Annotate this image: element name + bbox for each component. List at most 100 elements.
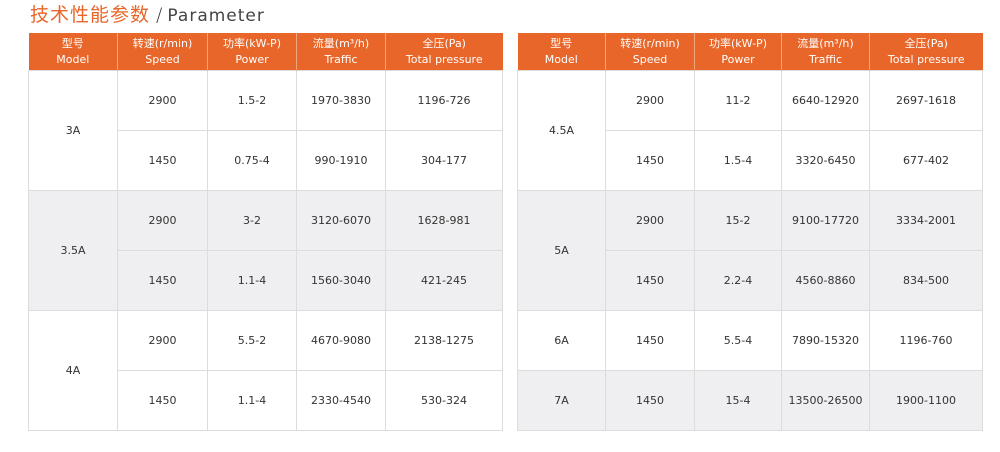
table-row: 4A 2900 5.5-2 4670-9080 2138-1275: [28, 310, 503, 431]
title-en: Parameter: [167, 6, 265, 26]
power-cell: 1.1-4: [207, 250, 297, 311]
model-cell: 3.5A: [28, 190, 118, 311]
power-cell: 1.1-4: [207, 370, 297, 431]
power-cell: 15-4: [694, 370, 782, 431]
header-cn: 功率(kW-P): [709, 36, 767, 50]
speed-cell: 1450: [605, 250, 695, 311]
speed-cell: 2900: [117, 70, 208, 131]
header-en: Total pressure: [887, 52, 965, 66]
power-cell: 3-2: [207, 190, 297, 251]
power-cell: 0.75-4: [207, 130, 297, 191]
speed-cell: 1450: [605, 370, 695, 431]
power-cell: 15-2: [694, 190, 782, 251]
header-cn: 转速(r/min): [620, 36, 680, 50]
pressure-cell: 304-177: [385, 130, 503, 191]
header-cn: 转速(r/min): [132, 36, 193, 50]
column-header: 功率(kW-P) Power: [207, 33, 297, 71]
traffic-cell: 6640-12920: [781, 70, 870, 131]
model-cell: 3A: [28, 70, 118, 191]
header-en: Model: [544, 52, 578, 66]
speed-cell: 1450: [117, 130, 208, 191]
pressure-cell: 1196-760: [869, 310, 983, 371]
pressure-cell: 1196-726: [385, 70, 503, 131]
column-header: 转速(r/min) Speed: [605, 33, 695, 71]
pressure-cell: 677-402: [869, 130, 983, 191]
pressure-cell: 2138-1275: [385, 310, 503, 371]
column-header: 流量(m³/h) Traffic: [781, 33, 870, 71]
power-cell: 5.5-4: [694, 310, 782, 371]
speed-cell: 1450: [117, 370, 208, 431]
model-cell: 4A: [28, 310, 118, 431]
column-header: 全压(Pa) Total pressure: [869, 33, 983, 71]
table-row: 3.5A 2900 3-2 3120-6070 1628-981: [28, 190, 503, 311]
traffic-cell: 4560-8860: [781, 250, 870, 311]
header-cn: 全压(Pa): [904, 36, 948, 50]
traffic-cell: 990-1910: [296, 130, 386, 191]
table-row: 1450 0.75-4 990-1910 304-177: [29, 130, 503, 191]
table-row: 5A 2900 15-2 9100-17720 3334-2001: [517, 190, 983, 311]
page-title: 技术性能参数 / Parameter: [30, 0, 265, 27]
header-cn: 流量(m³/h): [797, 36, 854, 50]
model-cell: 4.5A: [517, 70, 606, 191]
parameter-table-left: 型号 Model 转速(r/min) Speed 功率(kW-P) Power 流量(m³/…: [28, 33, 503, 431]
model-cell: 5A: [517, 190, 606, 311]
traffic-cell: 3320-6450: [781, 130, 870, 191]
header-cn: 流量(m³/h): [312, 36, 370, 50]
traffic-cell: 2330-4540: [296, 370, 386, 431]
header-cn: 全压(Pa): [422, 36, 466, 50]
power-cell: 5.5-2: [207, 310, 297, 371]
model-cell: 7A: [517, 370, 606, 431]
column-header: 型号 Model: [28, 33, 118, 71]
speed-cell: 2900: [605, 190, 695, 251]
power-cell: 1.5-2: [207, 70, 297, 131]
pressure-cell: 421-245: [385, 250, 503, 311]
pressure-cell: 2697-1618: [869, 70, 983, 131]
title-separator: /: [156, 4, 164, 26]
speed-cell: 2900: [605, 70, 695, 131]
header-en: Total pressure: [405, 52, 483, 66]
traffic-cell: 4670-9080: [296, 310, 386, 371]
speed-cell: 2900: [117, 310, 208, 371]
pressure-cell: 1900-1100: [869, 370, 983, 431]
power-cell: 1.5-4: [694, 130, 782, 191]
table-row: 1450 1.5-4 3320-6450 677-402: [518, 130, 983, 191]
pressure-cell: 1628-981: [385, 190, 503, 251]
table-row: 3A 2900 1.5-2 1970-3830 1196-726: [28, 70, 503, 191]
table-row: 1450 1.1-4 1560-3040 421-245: [29, 250, 503, 311]
traffic-cell: 9100-17720: [781, 190, 870, 251]
header-en: Traffic: [808, 52, 843, 66]
table-row: 1450 2.2-4 4560-8860 834-500: [518, 250, 983, 311]
header-en: Power: [721, 52, 755, 66]
speed-cell: 2900: [117, 190, 208, 251]
power-cell: 11-2: [694, 70, 782, 131]
table-row: 1450 1.1-4 2330-4540 530-324: [29, 370, 503, 431]
column-header: 功率(kW-P) Power: [694, 33, 782, 71]
column-header: 流量(m³/h) Traffic: [296, 33, 386, 71]
speed-cell: 1450: [117, 250, 208, 311]
header-cn: 型号: [61, 36, 84, 50]
header-en: Power: [235, 52, 269, 66]
header-en: Traffic: [324, 52, 358, 66]
pressure-cell: 834-500: [869, 250, 983, 311]
header-en: Model: [56, 52, 90, 66]
traffic-cell: 13500-26500: [781, 370, 870, 431]
pressure-cell: 3334-2001: [869, 190, 983, 251]
header-en: Speed: [632, 52, 668, 66]
title-cn: 技术性能参数: [30, 4, 151, 26]
header-cn: 功率(kW-P): [223, 36, 281, 50]
table-row: 6A 1450 5.5-4 7890-15320 1196-760: [517, 310, 983, 371]
traffic-cell: 1970-3830: [296, 70, 386, 131]
traffic-cell: 3120-6070: [296, 190, 386, 251]
speed-cell: 1450: [605, 130, 695, 191]
parameter-table-right: 型号 Model 转速(r/min) Speed 功率(kW-P) Power 流量(m³/…: [517, 33, 983, 431]
model-cell: 6A: [517, 310, 606, 371]
table-row: 7A 1450 15-4 13500-26500 1900-1100: [517, 370, 983, 431]
column-header: 全压(Pa) Total pressure: [385, 33, 503, 71]
header-en: Speed: [145, 52, 180, 66]
header-cn: 型号: [550, 36, 573, 50]
column-header: 转速(r/min) Speed: [117, 33, 208, 71]
power-cell: 2.2-4: [694, 250, 782, 311]
column-header: 型号 Model: [517, 33, 606, 71]
table-row: 4.5A 2900 11-2 6640-12920 2697-1618: [517, 70, 983, 191]
pressure-cell: 530-324: [385, 370, 503, 431]
